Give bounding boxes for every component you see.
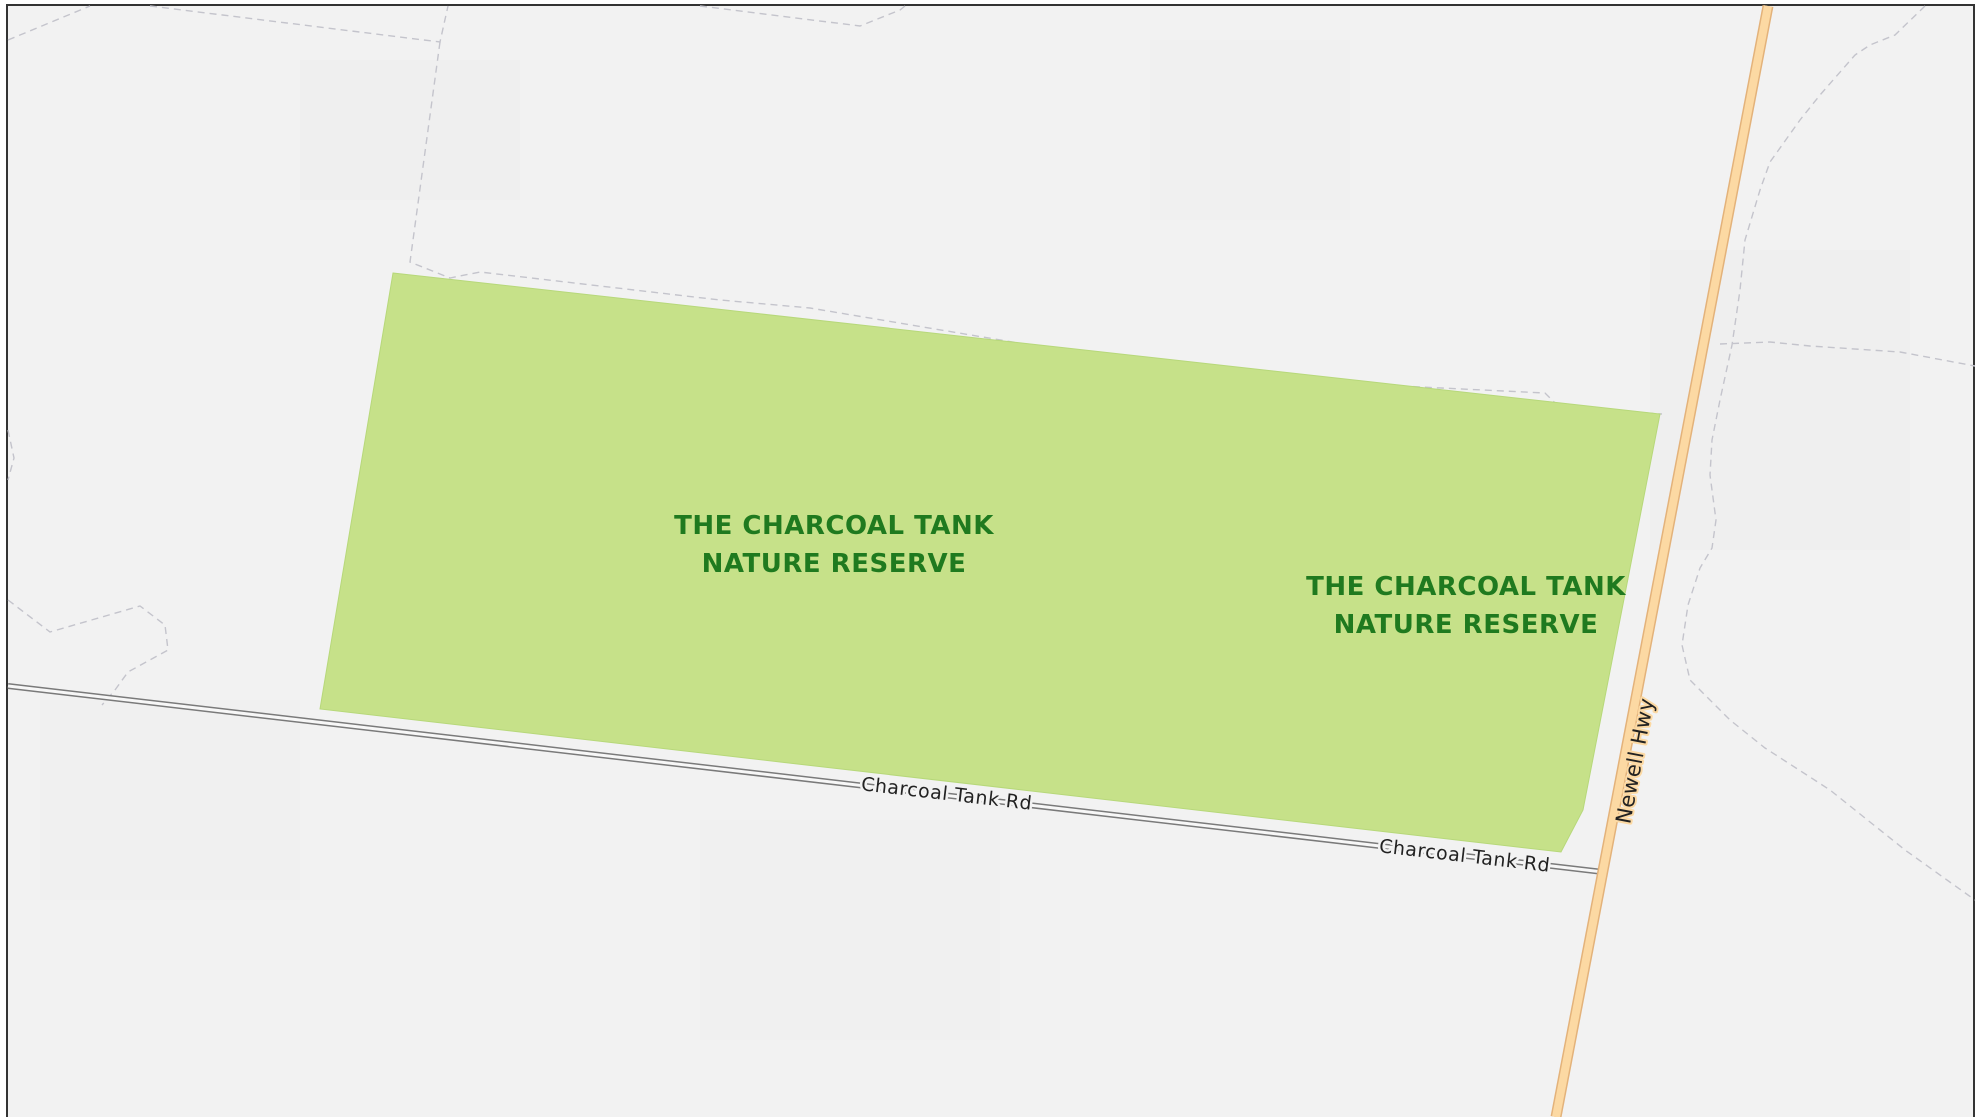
- reserve-label-east: THE CHARCOAL TANK NATURE RESERVE: [1306, 572, 1626, 640]
- reserve-label-east-line1: THE CHARCOAL TANK: [1306, 572, 1626, 602]
- reserve-label-west-line2: NATURE RESERVE: [702, 549, 967, 579]
- charcoal-tank-rd[interactable]: [7, 683, 1604, 875]
- property-boundaries: [7, 5, 1976, 901]
- nature-reserve-area[interactable]: [319, 272, 1661, 853]
- newell-hwy[interactable]: [1550, 4, 1774, 1117]
- reserve-label-west-line1: THE CHARCOAL TANK: [674, 511, 994, 541]
- reserve-label-east-line2: NATURE RESERVE: [1334, 610, 1599, 640]
- reserve-label-west: THE CHARCOAL TANK NATURE RESERVE: [674, 511, 994, 579]
